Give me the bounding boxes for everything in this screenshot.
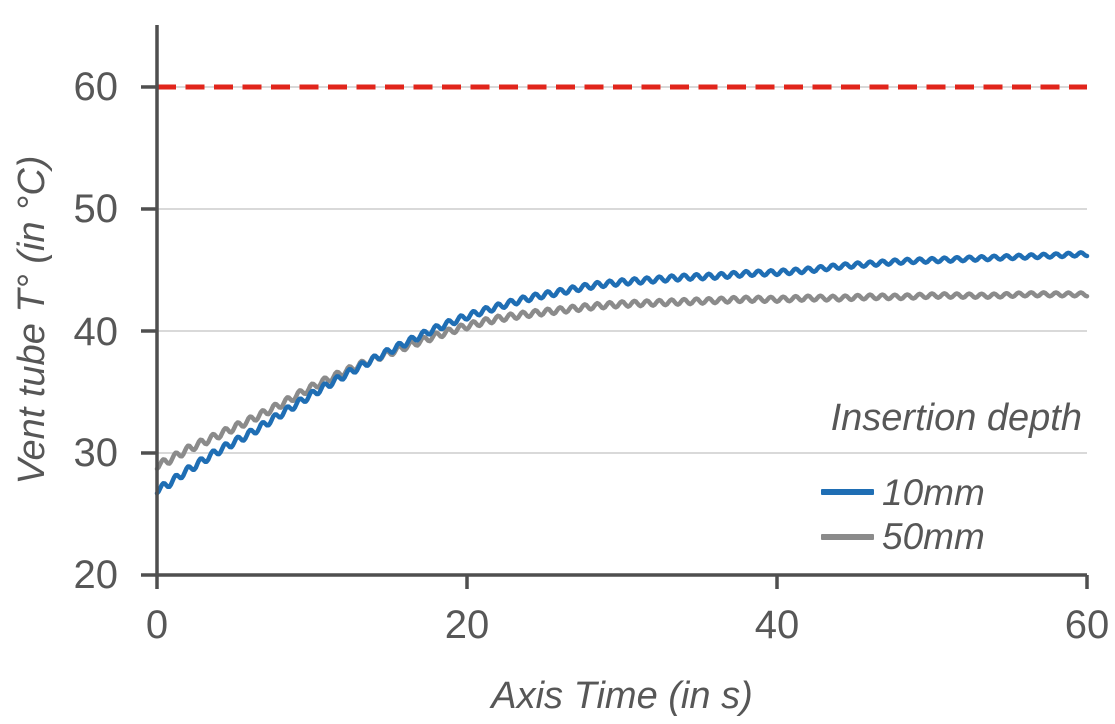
legend-title: Insertion depth <box>830 397 1082 439</box>
series-line-50mm <box>154 290 1090 472</box>
y-tick-label-30: 30 <box>73 431 119 475</box>
y-axis-title: Vent tube T° (in °C) <box>11 155 53 485</box>
legend-swatch-10mm <box>821 489 874 495</box>
y-tick-label-20: 20 <box>73 553 119 597</box>
legend-label-50mm: 50mm <box>882 516 985 557</box>
legend-label-10mm: 10mm <box>882 472 985 513</box>
x-tick-label-60: 60 <box>1064 603 1110 647</box>
y-tick-label-50: 50 <box>73 187 119 231</box>
x-tick-label-20: 20 <box>444 603 490 647</box>
legend-swatch-50mm <box>821 534 874 540</box>
x-tick-label-0: 0 <box>145 603 169 647</box>
y-tick-label-40: 40 <box>73 310 119 354</box>
x-axis-title: Axis Time (in s) <box>491 675 753 717</box>
series-line-10mm <box>154 250 1090 496</box>
y-tick-label-60: 60 <box>73 65 119 109</box>
x-tick-label-40: 40 <box>754 603 800 647</box>
